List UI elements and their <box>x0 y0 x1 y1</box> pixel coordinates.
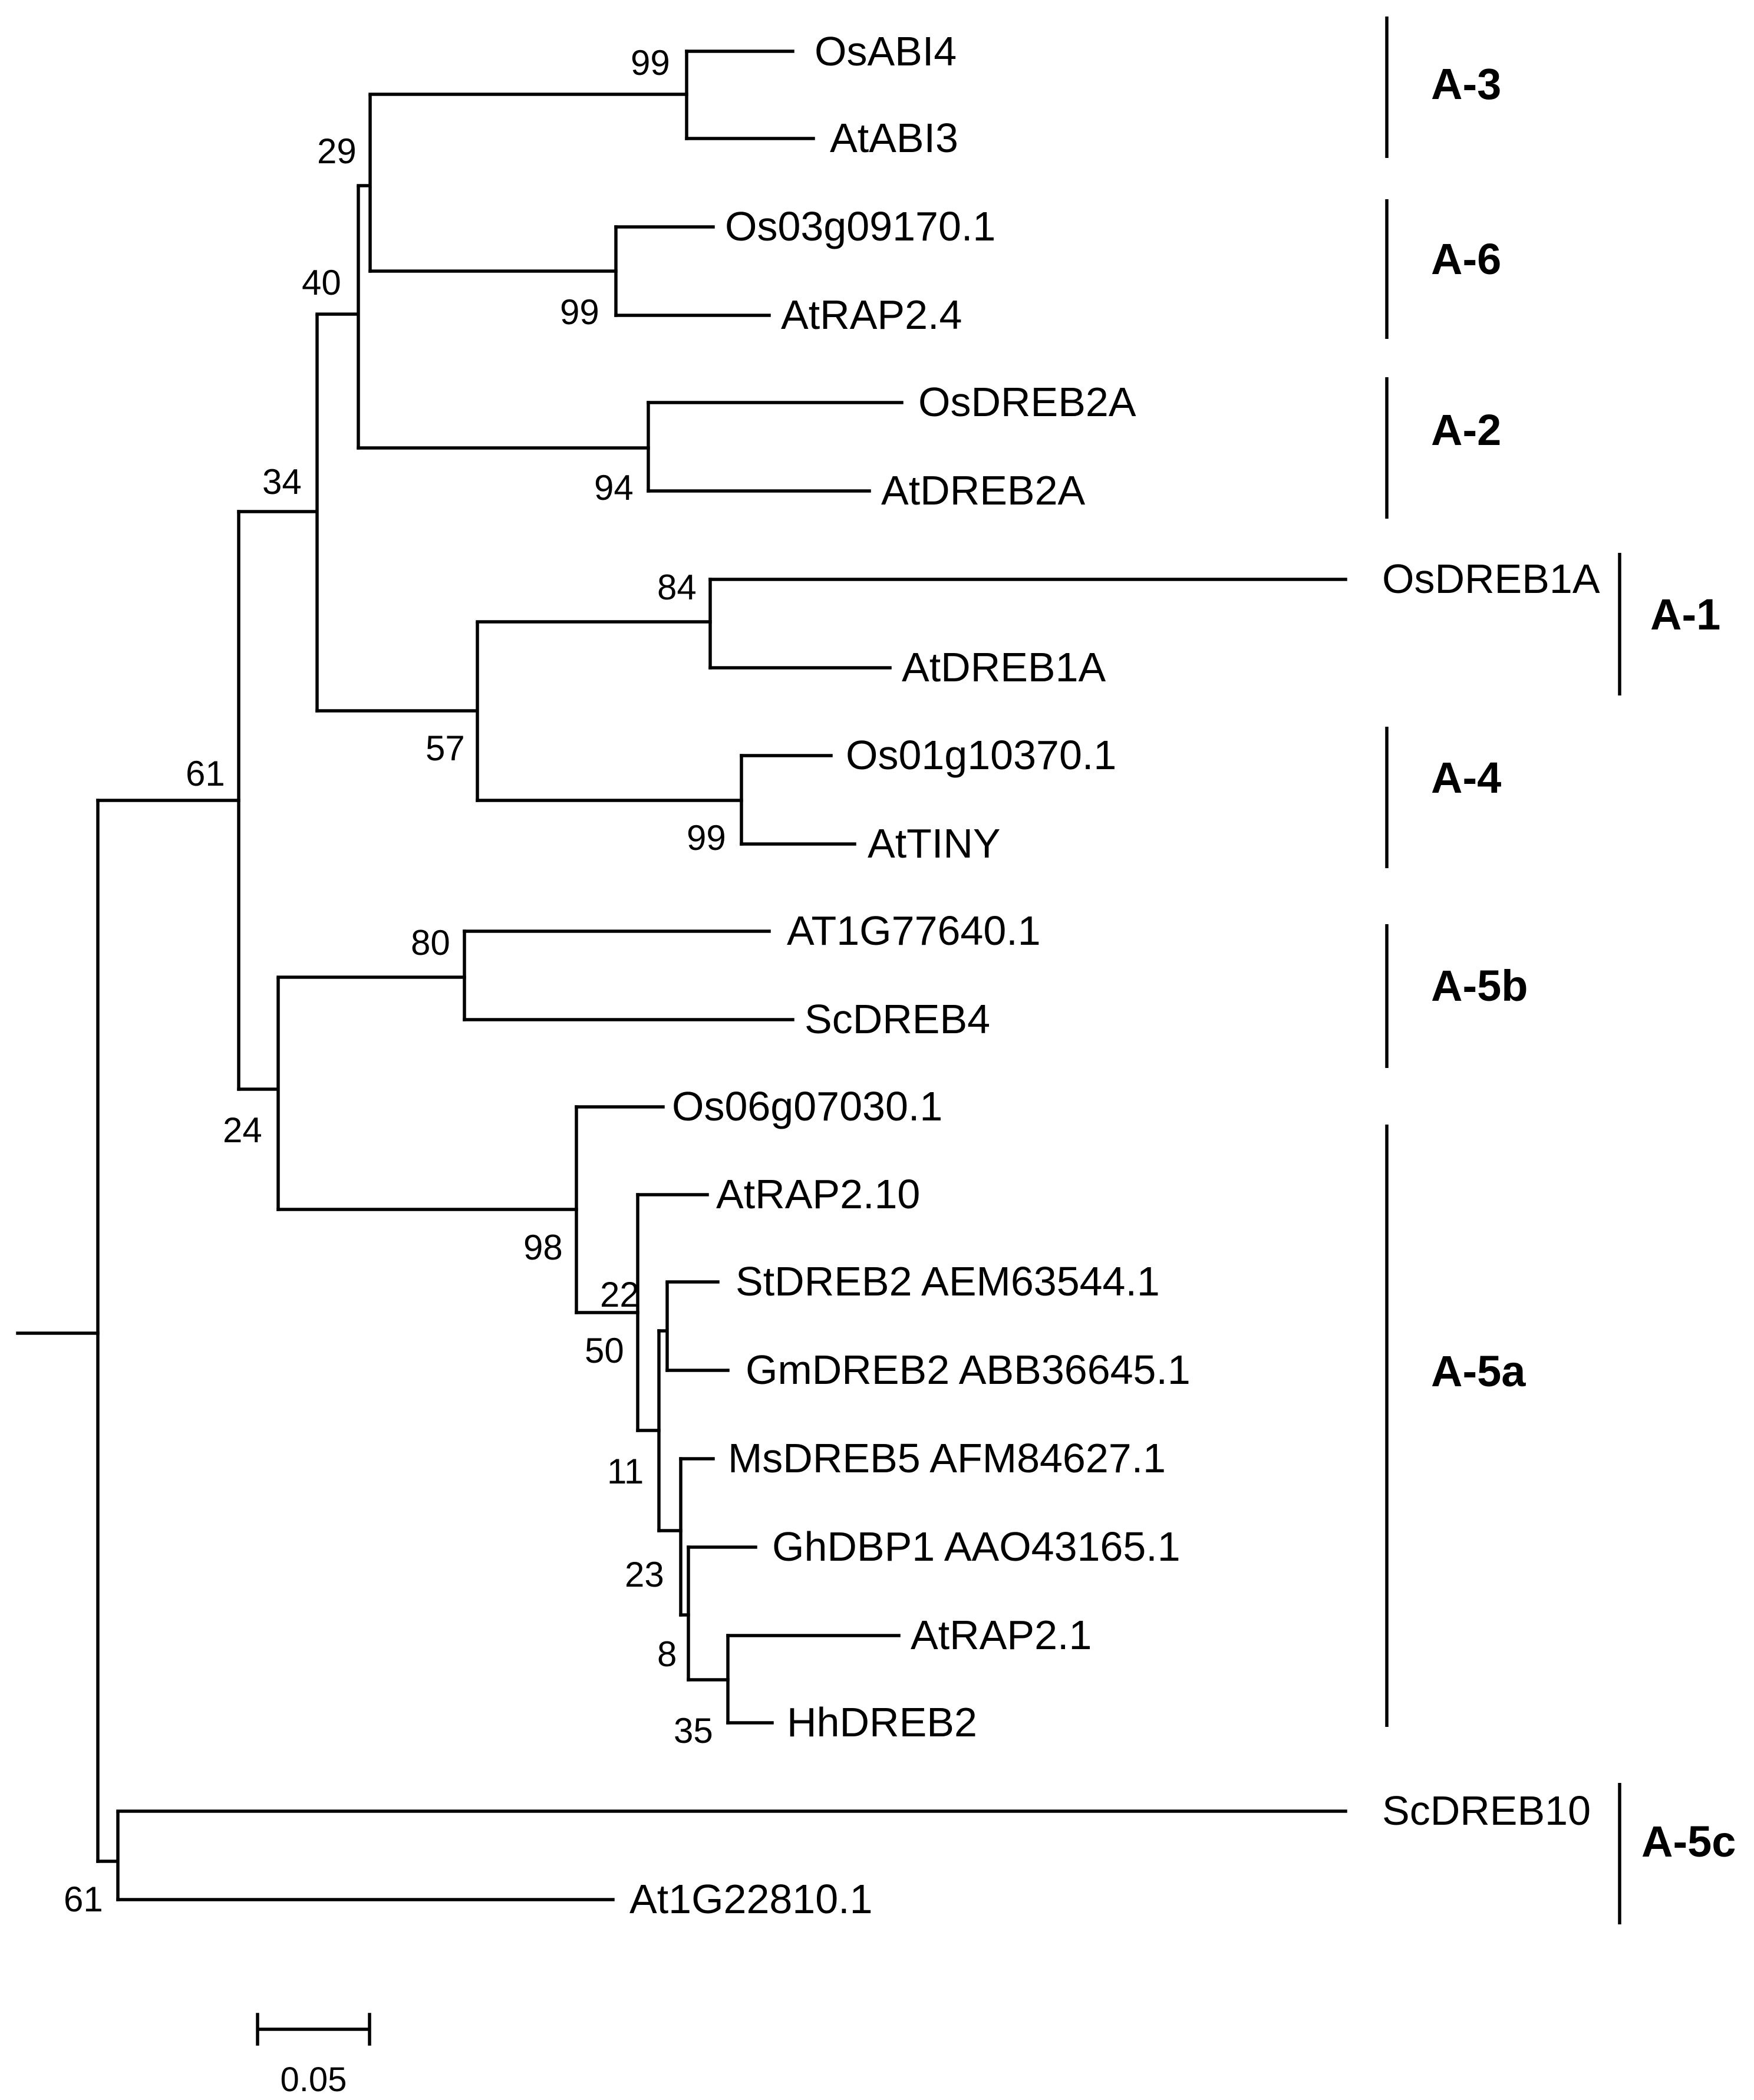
bootstrap-value: 50 <box>585 1331 624 1370</box>
bootstrap-value: 8 <box>657 1634 677 1674</box>
leaf-label: Os03g09170.1 <box>725 203 995 249</box>
leaf-label-highlighted: ScDREB10 <box>1382 1788 1591 1834</box>
scale-bar-label: 0.05 <box>281 2061 347 2099</box>
leaf-label: AtABI3 <box>830 115 958 161</box>
leaf-label: AtDREB1A <box>902 644 1106 690</box>
bootstrap-value: 23 <box>625 1555 664 1594</box>
leaf-label: HhDREB2 <box>787 1699 977 1745</box>
leaf-labels: OsABI4 AtABI3 Os03g09170.1 AtRAP2.4 OsDR… <box>629 28 1600 1922</box>
group-labels: A-3 A-6 A-2 A-1 A-4 A-5b A-5a A-5c <box>1431 60 1736 1866</box>
bootstrap-value: 80 <box>411 923 450 962</box>
bootstrap-value: 99 <box>631 43 670 83</box>
scale-bar: 0.05 <box>256 2013 371 2099</box>
bootstrap-value: 29 <box>317 131 357 171</box>
branch-node-34 <box>237 314 319 713</box>
leaf-label: AtRAP2.10 <box>716 1171 920 1217</box>
branch-node-29 <box>357 94 372 273</box>
branch-node-stgm <box>657 1282 669 1372</box>
bootstrap-values: 99 29 99 40 94 34 84 57 99 61 80 24 98 2… <box>64 43 726 1919</box>
leaf-label: AT1G77640.1 <box>787 908 1041 954</box>
branch-node-24 <box>237 977 280 1211</box>
clade-brackets <box>1385 17 1621 1924</box>
branch-a5c-node <box>96 1811 120 1901</box>
group-label-a2: A-2 <box>1431 406 1501 454</box>
bootstrap-value: 57 <box>426 728 465 768</box>
bootstrap-value: 61 <box>64 1880 103 1919</box>
leaf-label: StDREB2 AEM63544.1 <box>736 1258 1160 1304</box>
leaf-label: MsDREB5 AFM84627.1 <box>728 1435 1166 1481</box>
leaf-label: At1G22810.1 <box>629 1876 873 1922</box>
group-label-a1: A-1 <box>1650 590 1720 639</box>
bootstrap-value: 84 <box>657 568 697 607</box>
leaf-label: Os06g07030.1 <box>672 1083 942 1129</box>
group-label-a3: A-3 <box>1431 60 1501 108</box>
branch-node-40 <box>315 186 360 450</box>
bootstrap-value: 40 <box>302 263 341 302</box>
leaf-label: OsDREB2A <box>918 379 1136 425</box>
leaf-label: AtRAP2.4 <box>781 292 962 338</box>
leaf-label: Os01g10370.1 <box>846 732 1116 778</box>
group-label-a5c: A-5c <box>1641 1817 1736 1866</box>
bootstrap-value: 99 <box>687 818 726 858</box>
bootstrap-value: 22 <box>600 1275 639 1314</box>
leaf-label: ScDREB4 <box>805 996 990 1042</box>
group-label-a5a: A-5a <box>1431 1347 1526 1396</box>
group-label-a5b: A-5b <box>1431 961 1528 1010</box>
leaf-label: OsDREB1A <box>1382 556 1600 602</box>
leaf-label: OsABI4 <box>815 28 957 74</box>
bootstrap-value: 11 <box>607 1452 644 1491</box>
bootstrap-value: 99 <box>560 292 599 332</box>
group-label-a4: A-4 <box>1431 753 1501 802</box>
group-label-a6: A-6 <box>1431 235 1501 283</box>
tree-branches <box>16 50 1347 1901</box>
bootstrap-value: 24 <box>223 1110 262 1150</box>
bootstrap-value: 34 <box>262 462 302 502</box>
leaf-label: GhDBP1 AAO43165.1 <box>772 1524 1181 1570</box>
leaf-label: GmDREB2 ABB36645.1 <box>746 1347 1191 1393</box>
bootstrap-value: 94 <box>594 468 634 507</box>
branch-node-57 <box>315 622 479 802</box>
leaf-label: AtTINY <box>868 820 1001 866</box>
bootstrap-value: 61 <box>186 754 225 793</box>
bootstrap-value: 98 <box>523 1228 563 1267</box>
scale-bar-line <box>256 2013 371 2046</box>
leaf-label: AtDREB2A <box>881 467 1086 513</box>
bootstrap-value: 35 <box>674 1711 713 1750</box>
leaf-label: AtRAP2.1 <box>911 1612 1092 1658</box>
